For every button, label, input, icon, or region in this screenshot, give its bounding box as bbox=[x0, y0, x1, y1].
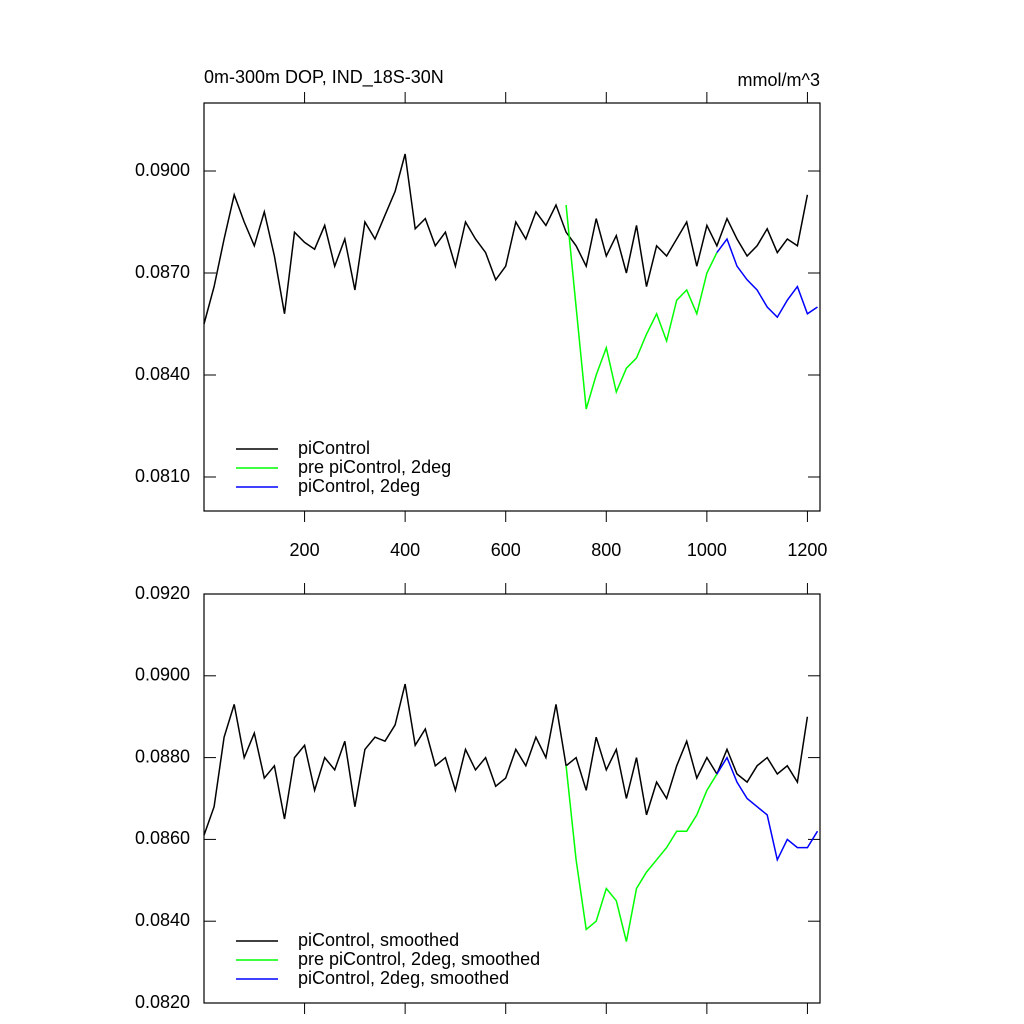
y-tick-label: 0.0860 bbox=[135, 828, 190, 848]
series-line bbox=[565, 204, 718, 410]
legend-label: piControl, 2deg bbox=[298, 476, 420, 496]
legend-label: piControl bbox=[298, 438, 370, 458]
y-tick-label: 0.0840 bbox=[135, 910, 190, 930]
y-tick-label: 0.0900 bbox=[135, 160, 190, 180]
legend-label: pre piControl, 2deg bbox=[298, 457, 451, 477]
units-label: mmol/m^3 bbox=[738, 70, 820, 90]
y-tick-label: 0.0920 bbox=[135, 583, 190, 603]
plot-frame bbox=[203, 593, 821, 1004]
series-line bbox=[716, 755, 819, 863]
x-tick-label: 1200 bbox=[787, 540, 827, 560]
x-tick-label: 600 bbox=[491, 540, 521, 560]
series-line bbox=[716, 237, 818, 319]
series-line bbox=[565, 765, 718, 942]
x-tick-label: 1000 bbox=[687, 540, 727, 560]
y-tick-label: 0.0820 bbox=[135, 992, 190, 1012]
x-tick-label: 200 bbox=[290, 540, 320, 560]
y-tick-label: 0.0870 bbox=[135, 262, 190, 282]
legend-label: piControl, 2deg, smoothed bbox=[298, 968, 509, 988]
x-tick-label: 800 bbox=[591, 540, 621, 560]
y-tick-label: 0.0840 bbox=[135, 364, 190, 384]
series-line bbox=[203, 153, 809, 325]
legend-label: piControl, smoothed bbox=[298, 930, 459, 950]
plot-frame bbox=[203, 102, 821, 512]
x-tick-label: 400 bbox=[390, 540, 420, 560]
y-tick-label: 0.0810 bbox=[135, 466, 190, 486]
series-line bbox=[203, 683, 809, 836]
legend-label: pre piControl, 2deg, smoothed bbox=[298, 949, 540, 969]
y-tick-label: 0.0880 bbox=[135, 746, 190, 766]
chart-title: 0m-300m DOP, IND_18S-30N bbox=[204, 67, 444, 88]
y-tick-label: 0.0900 bbox=[135, 665, 190, 685]
